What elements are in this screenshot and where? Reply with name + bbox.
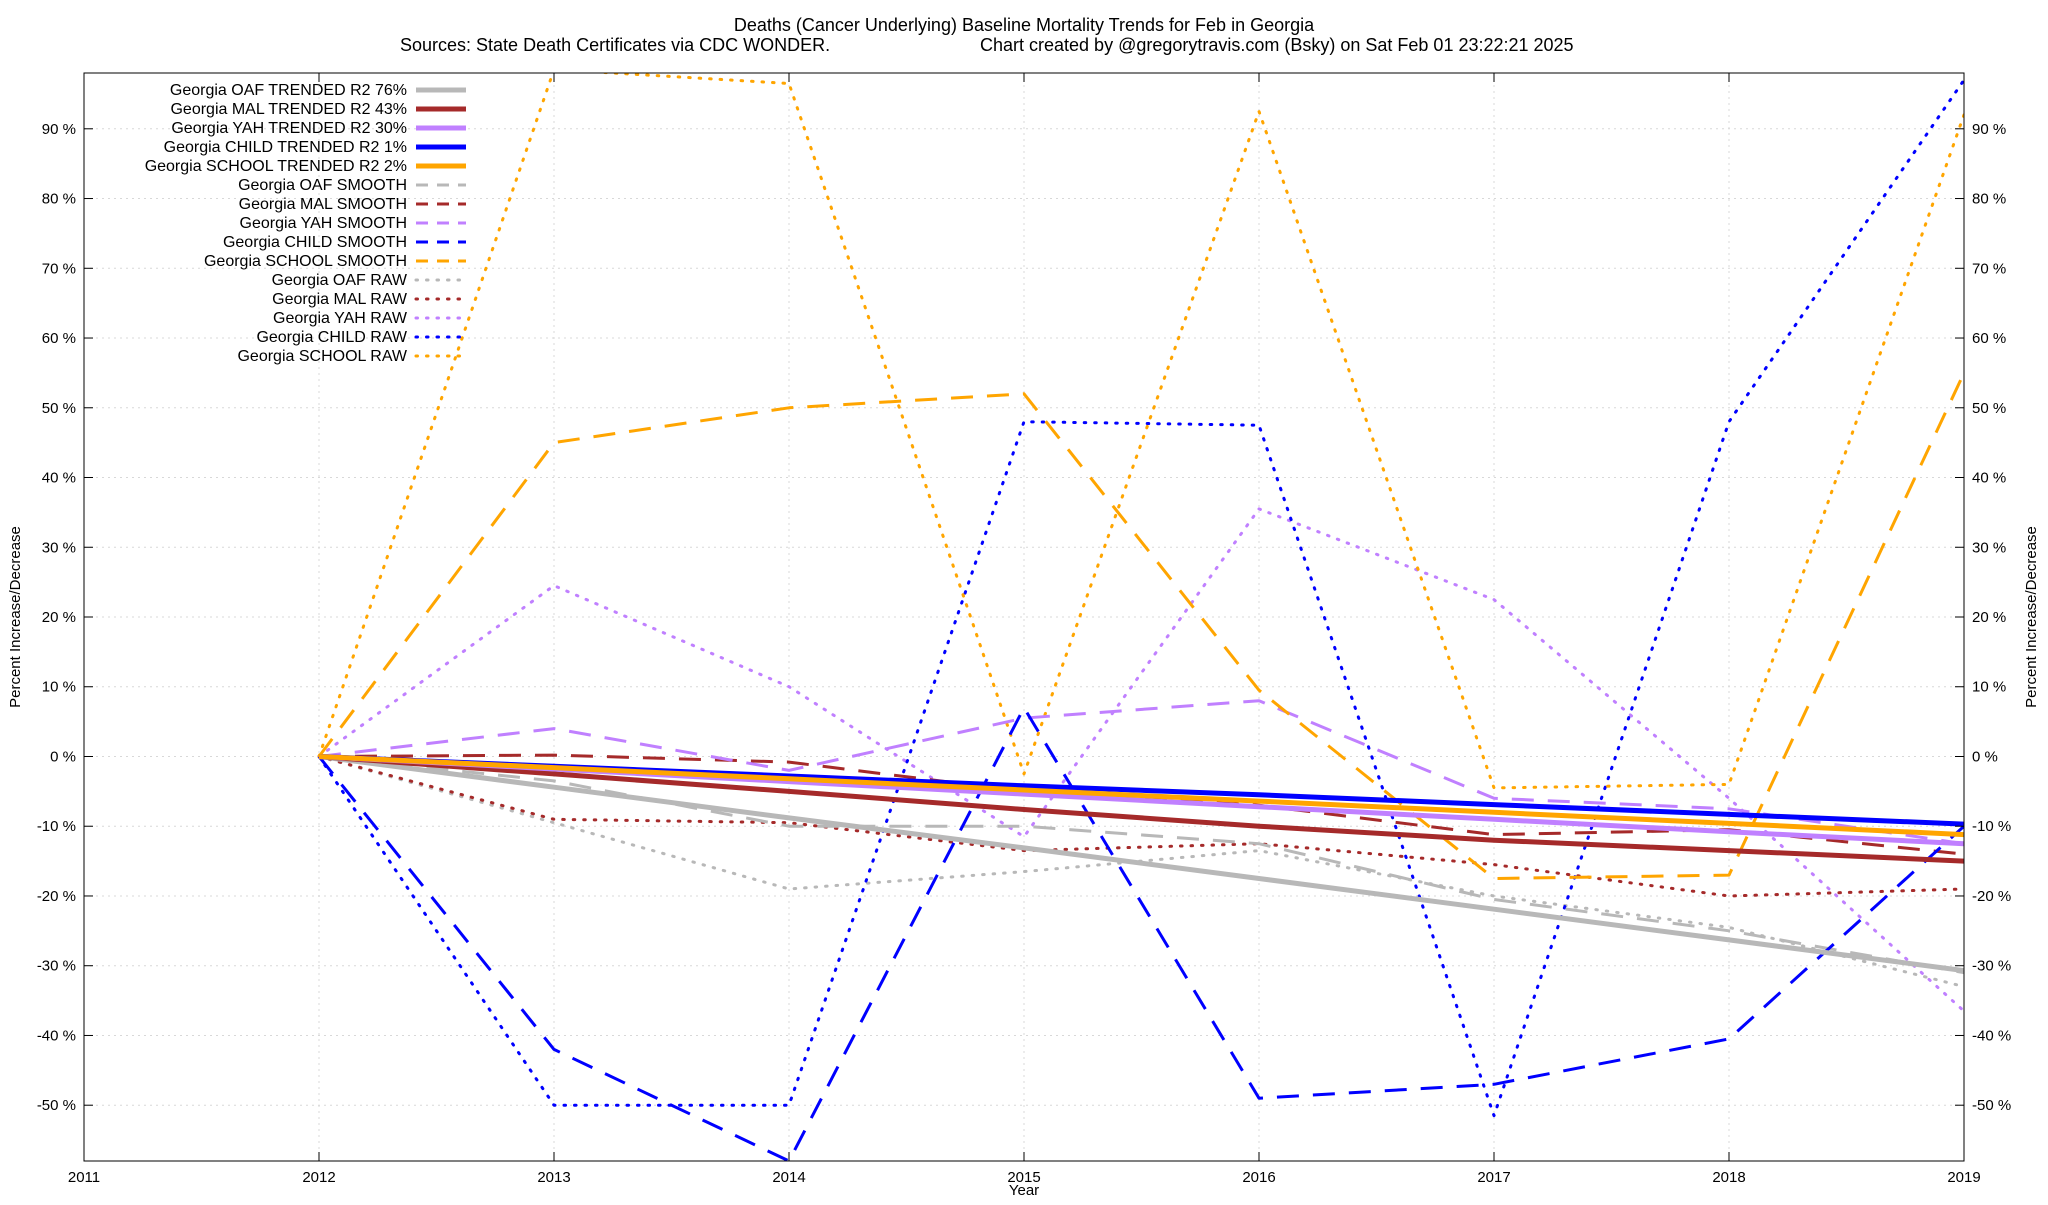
y2-tick-label: 70 % (1972, 260, 2006, 277)
chart-title: Deaths (Cancer Underlying) Baseline Mort… (734, 15, 1315, 35)
legend-label: Georgia SCHOOL TRENDED R2 2% (145, 158, 407, 175)
legend-label: Georgia MAL SMOOTH (239, 196, 407, 213)
y-tick-label: -20 % (37, 888, 76, 905)
y-tick-label: 80 % (42, 191, 76, 208)
legend-label: Georgia CHILD RAW (256, 329, 407, 346)
y-tick-label: 20 % (42, 609, 76, 626)
y-tick-label: -10 % (37, 818, 76, 835)
grid (84, 73, 1964, 1161)
y2-tick-label: 50 % (1972, 400, 2006, 417)
y-tick-label: -50 % (37, 1097, 76, 1114)
y-axis-title: Percent Increase/Decrease (7, 526, 24, 708)
x-tick-label: 2013 (537, 1169, 570, 1186)
y-tick-label: 0 % (50, 748, 76, 765)
series-line-8 (318, 699, 1964, 846)
y2-tick-label: -10 % (1972, 818, 2011, 835)
x-tick-label: 2016 (1242, 1169, 1275, 1186)
series-line-5 (318, 754, 1964, 838)
series-line-14 (317, 78, 1964, 1118)
y-tick-label: 90 % (42, 121, 76, 138)
legend-label: Georgia YAH TRENDED R2 30% (171, 120, 407, 137)
x-tick-label: 2014 (772, 1169, 805, 1186)
x-tick-label: 2018 (1712, 1169, 1745, 1186)
legend-label: Georgia MAL TRENDED R2 43% (170, 101, 407, 118)
series-line-12 (317, 755, 1964, 898)
y2-tick-label: 10 % (1972, 679, 2006, 696)
y2-tick-label: -20 % (1972, 888, 2011, 905)
y2-tick-label: 40 % (1972, 470, 2006, 487)
chart-subtitle-sources: Sources: State Death Certificates via CD… (400, 35, 830, 55)
y-tick-label: -30 % (37, 958, 76, 975)
y2-tick-label: 20 % (1972, 609, 2006, 626)
x-tick-label: 2019 (1947, 1169, 1980, 1186)
y2-tick-label: 60 % (1972, 330, 2006, 347)
legend-label: Georgia CHILD SMOOTH (223, 234, 407, 251)
y-tick-label: 70 % (42, 260, 76, 277)
y2-tick-label: -50 % (1972, 1097, 2011, 1114)
legend-label: Georgia OAF RAW (272, 272, 408, 289)
series-line-9 (317, 706, 1964, 1161)
x-tick-label: 2017 (1477, 1169, 1510, 1186)
chart-subtitle-credit: Chart created by @gregorytravis.com (Bsk… (980, 35, 1574, 55)
x-tick-label: 2015 (1007, 1169, 1040, 1186)
series-line-1 (318, 754, 1964, 974)
legend-label: Georgia YAH RAW (273, 310, 408, 327)
series-line-2 (318, 754, 1964, 864)
y2-axis-title: Percent Increase/Decrease (2023, 526, 2040, 708)
axes: 90 % 90 % 80 % 80 % 70 % 70 % 60 % 60 % 50 % 50 %… (37, 73, 2011, 1186)
y-tick-label: 10 % (42, 679, 76, 696)
series-line-10 (317, 372, 1964, 880)
y-tick-label: 30 % (42, 539, 76, 556)
y2-tick-label: 90 % (1972, 121, 2006, 138)
x-tick-label: 2011 (68, 1169, 100, 1186)
y-tick-label: -40 % (37, 1027, 76, 1044)
y2-tick-label: 30 % (1972, 539, 2006, 556)
y-tick-label: 60 % (42, 330, 76, 347)
series-line-15 (317, 73, 1964, 790)
y2-tick-label: -40 % (1972, 1027, 2011, 1044)
y2-tick-label: -30 % (1972, 958, 2011, 975)
legend: Georgia OAF TRENDED R2 76% Georgia MAL TR… (145, 82, 468, 365)
legend-label: Georgia OAF TRENDED R2 76% (170, 82, 407, 99)
legend-label: Georgia MAL RAW (272, 291, 408, 308)
x-axis-title: Year (1009, 1182, 1039, 1199)
legend-label: Georgia SCHOOL SMOOTH (204, 253, 407, 270)
legend-label: Georgia SCHOOL RAW (237, 348, 407, 365)
y-tick-label: 40 % (42, 470, 76, 487)
legend-label: Georgia OAF SMOOTH (238, 177, 407, 194)
legend-label: Georgia CHILD TRENDED R2 1% (164, 139, 407, 156)
series-line-6 (318, 755, 1964, 975)
x-tick-label: 2012 (302, 1169, 335, 1186)
y-tick-label: 50 % (42, 400, 76, 417)
legend-label: Georgia YAH SMOOTH (240, 215, 407, 232)
y2-tick-label: 0 % (1972, 748, 1998, 765)
series-line-13 (317, 507, 1964, 1013)
series-lines (317, 73, 1964, 1161)
y2-tick-label: 80 % (1972, 191, 2006, 208)
